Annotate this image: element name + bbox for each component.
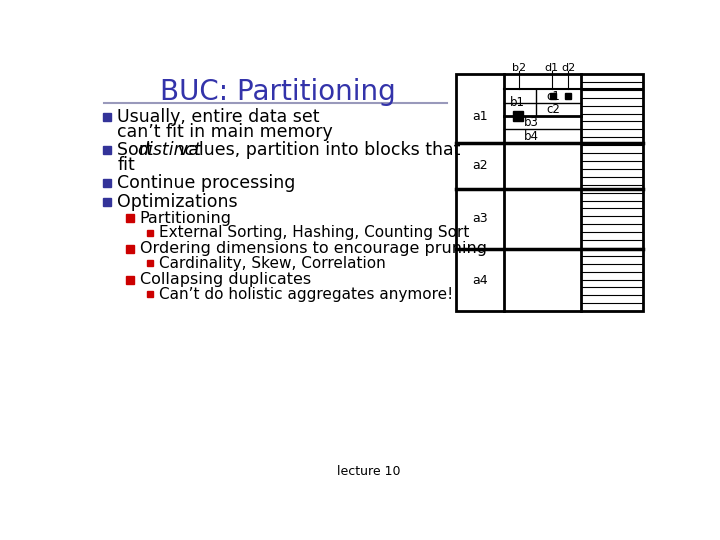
- Text: Cardinality, Skew, Correlation: Cardinality, Skew, Correlation: [159, 256, 386, 271]
- Text: a3: a3: [472, 212, 487, 225]
- Text: can’t fit in main memory: can’t fit in main memory: [117, 123, 333, 141]
- Text: fit: fit: [117, 156, 135, 174]
- Text: Collapsing duplicates: Collapsing duplicates: [140, 272, 311, 287]
- Text: BUC: Partitioning: BUC: Partitioning: [161, 78, 396, 106]
- Text: a4: a4: [472, 274, 487, 287]
- Text: b1: b1: [510, 97, 526, 110]
- Text: values, partition into blocks that: values, partition into blocks that: [178, 141, 460, 159]
- Text: a2: a2: [472, 159, 487, 172]
- Text: c1: c1: [546, 90, 560, 103]
- Text: d2: d2: [561, 63, 575, 73]
- Bar: [456, 74, 644, 311]
- Text: Sort: Sort: [117, 141, 158, 159]
- Text: c2: c2: [546, 103, 560, 116]
- Text: Can’t do holistic aggregates anymore!: Can’t do holistic aggregates anymore!: [159, 287, 453, 302]
- Text: Optimizations: Optimizations: [117, 193, 238, 211]
- Text: Usually, entire data set: Usually, entire data set: [117, 108, 320, 126]
- Text: b4: b4: [523, 130, 539, 143]
- Text: distinct: distinct: [138, 141, 202, 159]
- Text: Continue processing: Continue processing: [117, 174, 295, 192]
- Text: External Sorting, Hashing, Counting Sort: External Sorting, Hashing, Counting Sort: [159, 225, 469, 240]
- Text: lecture 10: lecture 10: [337, 465, 401, 478]
- Text: Partitioning: Partitioning: [140, 211, 232, 226]
- Text: b2: b2: [513, 63, 526, 73]
- Text: b3: b3: [523, 117, 539, 130]
- Text: a1: a1: [472, 110, 487, 123]
- Text: Ordering dimensions to encourage pruning: Ordering dimensions to encourage pruning: [140, 241, 487, 256]
- Text: d1: d1: [545, 63, 559, 73]
